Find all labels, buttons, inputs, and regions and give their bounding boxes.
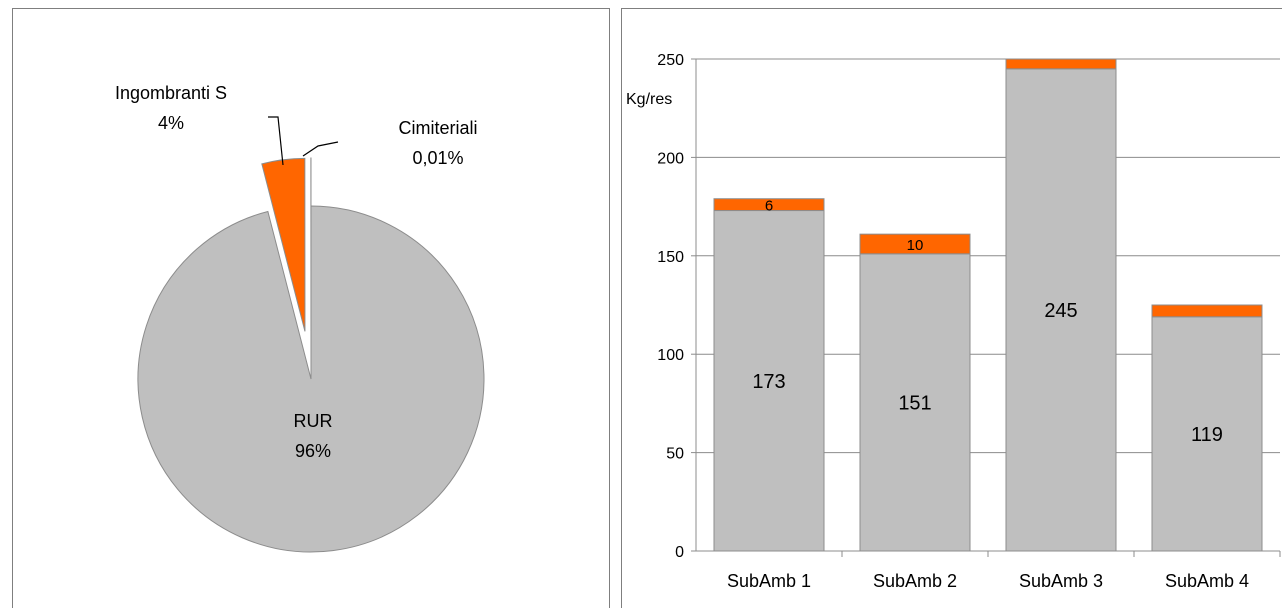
bar-top-3 <box>1006 59 1116 69</box>
bar-chart: 173 6 151 10 245 119 0 50 100 150 200 250 SubAmb 1 S… <box>622 9 1282 601</box>
x-tick-label: SubAmb 3 <box>1019 571 1103 591</box>
bar-data-label: 6 <box>765 198 773 215</box>
x-tick-label: SubAmb 1 <box>727 571 811 591</box>
bar-data-label: 173 <box>752 371 785 393</box>
y-axis-label: Kg/res <box>626 91 672 108</box>
leader-line-cimiteriali <box>303 142 338 156</box>
label-cimiteriali-name: Cimiteriali <box>398 118 477 138</box>
bar-top-4 <box>1152 305 1262 317</box>
bar-data-label: 245 <box>1044 300 1077 322</box>
leader-line-ingombranti <box>268 117 283 165</box>
y-tick-label: 250 <box>657 52 684 69</box>
y-tick-label: 200 <box>657 150 684 167</box>
x-tick-label: SubAmb 4 <box>1165 571 1249 591</box>
pie-chart: Ingombranti S 4% Cimiteriali 0,01% RUR 9… <box>13 9 611 601</box>
pie-chart-panel: Ingombranti S 4% Cimiteriali 0,01% RUR 9… <box>12 8 610 608</box>
y-tick-label: 100 <box>657 347 684 364</box>
label-rur-name: RUR <box>294 411 333 431</box>
bar-data-label: 151 <box>898 392 931 414</box>
bar-data-label: 119 <box>1191 424 1223 446</box>
bar-data-label: 10 <box>907 237 924 254</box>
x-tick-label: SubAmb 2 <box>873 571 957 591</box>
label-ingombranti-percent: 4% <box>158 113 184 133</box>
label-rur-percent: 96% <box>295 441 331 461</box>
y-tick-label: 150 <box>657 249 684 266</box>
bar-chart-panel: 173 6 151 10 245 119 0 50 100 150 200 250 SubAmb 1 S… <box>621 8 1282 608</box>
y-tick-label: 50 <box>666 446 684 463</box>
label-cimiteriali-percent: 0,01% <box>412 148 463 168</box>
y-tick-label: 0 <box>675 544 684 561</box>
label-ingombranti-name: Ingombranti S <box>115 83 227 103</box>
